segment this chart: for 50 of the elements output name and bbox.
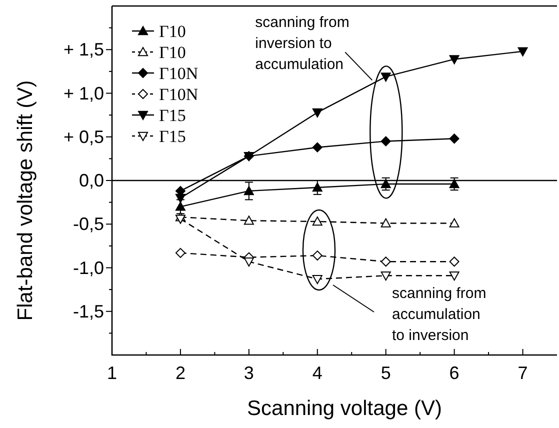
point [175,194,186,203]
x-tick-label: 3 [244,363,254,383]
y-tick-label: + 0,5 [63,126,104,147]
point [380,136,391,146]
x-tick-label: 1 [106,363,118,383]
x-axis-title: Scanning voltage (V) [247,397,442,420]
point [312,250,322,261]
x-tick-label: 2 [175,363,186,383]
point [380,256,391,267]
point [518,47,528,56]
point [312,216,322,226]
point [380,178,391,188]
y-tick-label: + 1,0 [63,83,104,104]
point [312,108,322,118]
point [380,272,391,281]
x-tick-label: 6 [449,363,460,383]
point [449,272,460,281]
point [175,248,186,258]
point [449,178,460,188]
point [244,258,254,267]
annotation: scanning from accumulation to inversion [392,285,486,344]
point [312,274,322,284]
point [449,55,460,64]
legend-label: Γ10N [159,85,198,104]
point [244,216,254,225]
legend-label: Γ10N [159,64,198,83]
x-tick-label: 5 [380,363,391,383]
point [175,214,186,224]
point [449,256,460,267]
point [312,142,322,152]
legend-label: Γ15 [159,127,186,146]
y-tick-label: -0,5 [72,214,104,234]
point [175,202,186,211]
legend-label: Γ10 [159,22,186,41]
y-axis-title: Flat-band voltage shift (V) [14,80,37,321]
point [380,72,391,82]
y-tick-label: + 1,5 [63,40,104,60]
y-tick-label: -1,5 [72,301,104,322]
y-tick-label: 0,0 [78,170,104,190]
point [312,182,322,192]
point [244,186,254,196]
y-tick-label: -1,0 [72,258,104,278]
x-tick-label: 4 [312,363,322,383]
x-tick-label: 7 [518,363,528,383]
annotation: scanning from inversion to accumulation [255,14,350,74]
point [449,134,460,144]
point [449,218,460,228]
legend-label: Γ15 [159,106,186,125]
legend-label: Γ10 [159,43,186,62]
point [380,218,391,228]
